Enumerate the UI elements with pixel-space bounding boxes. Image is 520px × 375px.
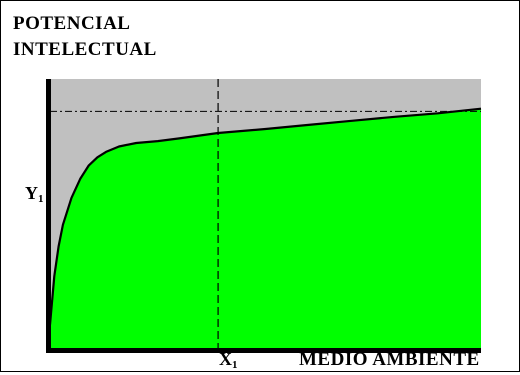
y-tick-label: Y1 xyxy=(25,183,44,209)
y-axis-label-line-2: INTELECTUAL xyxy=(13,39,157,60)
x-tick-subscript: 1 xyxy=(232,359,238,371)
y-axis xyxy=(46,79,51,353)
x-axis xyxy=(46,348,481,353)
x-tick-base: X xyxy=(219,349,232,369)
y-tick-base: Y xyxy=(25,183,38,203)
curve-area-fill xyxy=(50,108,481,349)
x-axis-label: MEDIO AMBIENTE xyxy=(299,349,480,370)
y-tick-subscript: 1 xyxy=(38,193,44,205)
x-tick-label: X1 xyxy=(219,349,238,375)
curve-line xyxy=(48,107,482,325)
y-axis-label-line-1: POTENCIAL xyxy=(13,13,131,34)
